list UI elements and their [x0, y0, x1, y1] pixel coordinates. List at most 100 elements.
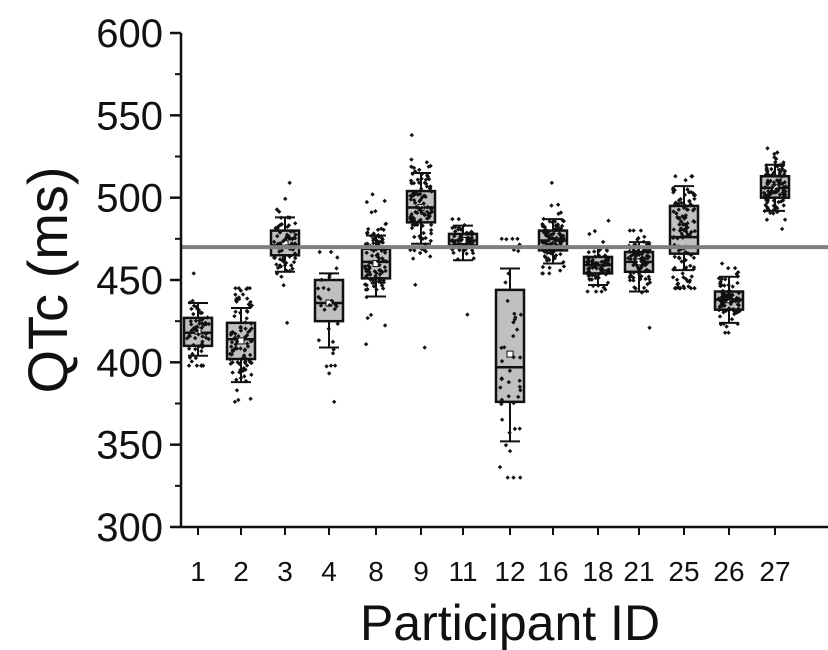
data-point: [514, 327, 520, 332]
data-point: [638, 276, 643, 282]
data-point: [428, 184, 433, 189]
data-point: [375, 252, 380, 258]
data-point: [205, 315, 210, 320]
x-tick-label: 27: [759, 556, 790, 587]
x-tick-label: 18: [582, 556, 613, 587]
data-point: [762, 208, 767, 214]
data-point: [731, 306, 736, 312]
data-point: [783, 184, 788, 189]
data-point: [683, 229, 689, 235]
data-point: [765, 146, 770, 151]
data-point: [186, 346, 192, 351]
points-1: [184, 271, 212, 368]
data-point: [769, 166, 774, 172]
data-point: [510, 236, 515, 242]
x-tick-label: 26: [713, 556, 744, 587]
data-point: [499, 397, 505, 402]
data-point: [589, 277, 595, 282]
data-point: [561, 218, 566, 224]
data-point: [274, 262, 279, 267]
data-point: [638, 228, 644, 233]
data-point: [368, 312, 374, 318]
data-point: [244, 333, 250, 338]
data-point: [690, 208, 696, 213]
data-point: [287, 268, 293, 274]
data-point: [416, 180, 422, 185]
data-point: [328, 363, 334, 368]
data-point: [415, 222, 420, 228]
data-point: [422, 212, 427, 218]
data-point: [238, 310, 243, 316]
data-point: [512, 317, 518, 322]
data-point: [692, 219, 697, 225]
data-point: [632, 285, 637, 290]
data-point: [763, 185, 768, 190]
data-point: [382, 264, 388, 270]
iqr-box: [494, 288, 526, 404]
data-point: [734, 295, 740, 301]
data-point: [764, 163, 769, 168]
data-point: [736, 298, 742, 304]
data-point: [364, 231, 370, 236]
data-point: [599, 259, 605, 264]
data-point: [677, 228, 683, 233]
data-point: [634, 253, 639, 258]
data-point: [274, 207, 280, 212]
data-point: [733, 299, 738, 304]
data-point: [553, 223, 558, 228]
data-point: [455, 227, 461, 232]
data-point: [238, 288, 244, 293]
data-point: [691, 266, 696, 272]
data-point: [771, 211, 776, 216]
data-point: [672, 201, 678, 206]
data-point: [285, 235, 291, 240]
data-point: [594, 266, 599, 271]
data-point: [332, 363, 338, 368]
data-point: [547, 219, 552, 224]
data-point: [499, 236, 504, 242]
data-point: [415, 177, 420, 182]
data-point: [408, 247, 413, 253]
data-point: [330, 351, 336, 356]
y-axis-title: QTc (ms): [16, 166, 79, 393]
data-point: [672, 203, 677, 208]
data-point: [327, 274, 332, 280]
data-point: [499, 417, 505, 422]
data-point: [195, 324, 200, 330]
data-point: [409, 218, 414, 223]
data-point: [271, 255, 277, 260]
data-point: [326, 287, 331, 292]
data-point: [646, 274, 651, 279]
data-point: [370, 238, 376, 243]
data-point: [293, 255, 298, 261]
data-point: [427, 254, 433, 259]
data-point: [289, 263, 294, 268]
data-point: [457, 237, 463, 242]
data-point: [369, 260, 374, 265]
data-point: [410, 222, 415, 228]
box-group-4: [313, 249, 345, 405]
data-point: [330, 339, 336, 345]
data-point: [452, 234, 457, 239]
data-point: [370, 277, 376, 282]
data-point: [326, 371, 332, 376]
data-point: [504, 237, 509, 242]
data-point: [549, 180, 555, 186]
data-point: [764, 193, 770, 199]
data-point: [236, 397, 241, 403]
data-point: [190, 298, 195, 304]
data-point: [193, 318, 199, 324]
data-point: [639, 290, 645, 295]
data-point: [316, 338, 322, 343]
data-point: [774, 188, 780, 194]
data-point: [646, 250, 651, 255]
data-point: [731, 308, 737, 314]
data-point: [670, 235, 676, 241]
data-point: [554, 235, 559, 241]
data-point: [241, 353, 247, 358]
data-point: [236, 333, 241, 339]
data-point: [687, 233, 692, 239]
data-point: [775, 206, 780, 211]
data-point: [541, 216, 546, 222]
data-point: [228, 357, 233, 362]
